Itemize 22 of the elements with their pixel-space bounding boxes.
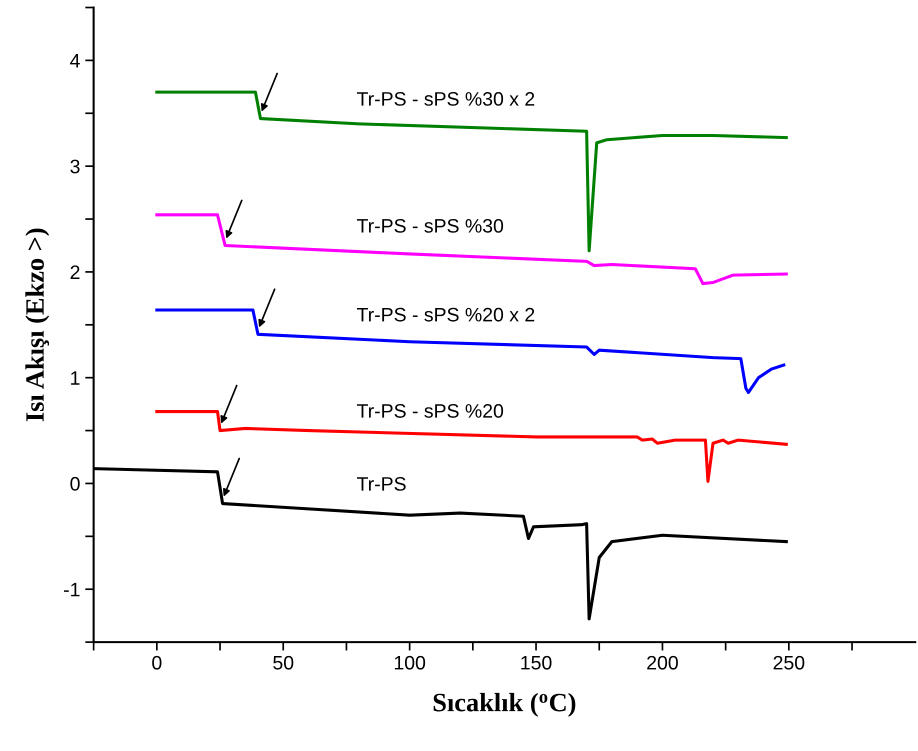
y-tick-label: 4 <box>70 54 80 68</box>
y-tick-label: -1 <box>64 582 80 596</box>
series-label: Tr-PS - sPS %30 <box>356 218 504 233</box>
series-label: Tr-PS - sPS %20 <box>356 404 504 418</box>
series-label: Tr-PS - sPS %20 x 2 <box>356 308 534 322</box>
y-axis-title: Isı Akışı (Ekzo >) <box>25 228 50 422</box>
x-tick-label: 250 <box>774 656 804 670</box>
line-series <box>155 213 788 286</box>
x-tick-label: 150 <box>521 656 552 670</box>
line-series <box>155 90 788 252</box>
y-tick-label: 0 <box>70 476 80 491</box>
y-tick-label: 3 <box>70 160 80 174</box>
x-axis-title: Sıcaklık ($^{o}$C) <box>434 692 576 717</box>
y-tick-label: 2 <box>70 265 80 279</box>
y-tick-label: 1 <box>71 371 80 385</box>
series-label: Tr-PS - sPS %30 x 2 <box>356 92 534 106</box>
line-series <box>155 308 786 394</box>
x-tick-label: 100 <box>394 656 426 670</box>
x-tick-label: 0 <box>152 656 162 670</box>
x-tick-label: 50 <box>273 656 294 670</box>
x-tick-label: 200 <box>647 656 678 670</box>
series-label: Tr-PS <box>356 477 406 491</box>
